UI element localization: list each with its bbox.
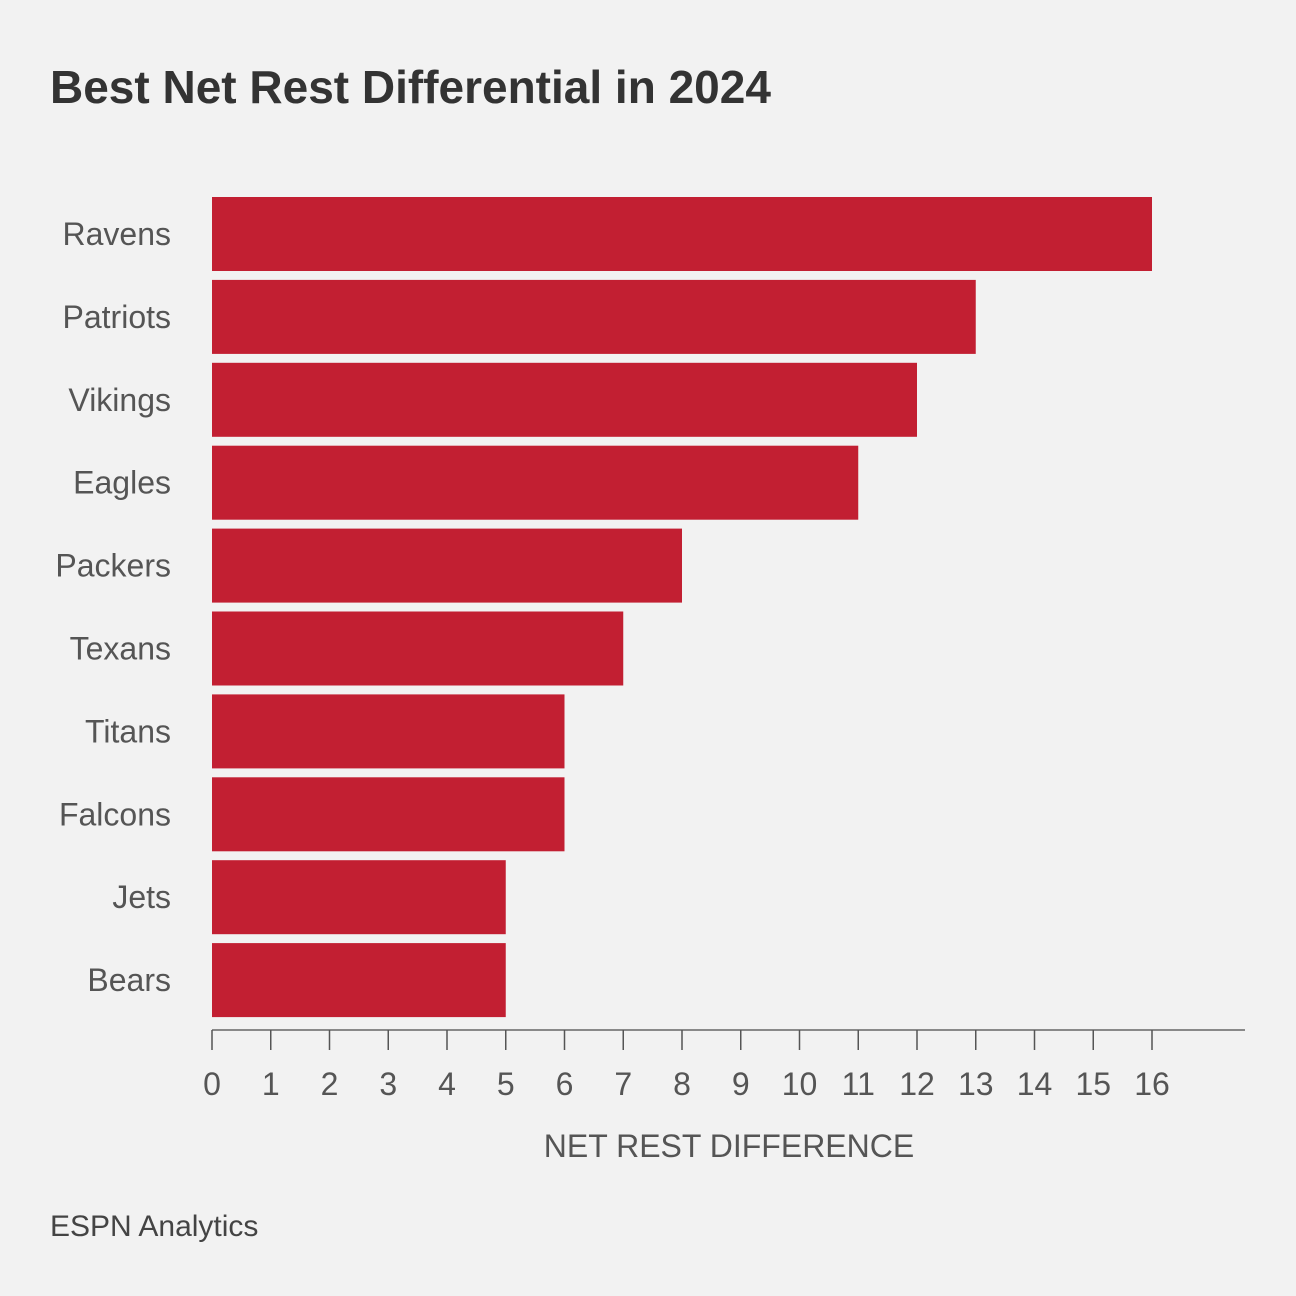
bar-titans <box>212 694 565 769</box>
category-label-eagles: Eagles <box>73 465 171 501</box>
category-label-packers: Packers <box>55 548 171 584</box>
bar-falcons <box>212 777 565 852</box>
bar-ravens <box>212 197 1152 271</box>
bar-vikings <box>212 362 917 437</box>
x-axis: 0 1 2 3 4 5 6 7 8 9 10 11 12 13 14 15 16 <box>203 1029 1245 1102</box>
bar-jets <box>212 860 506 935</box>
category-label-patriots: Patriots <box>63 299 171 335</box>
category-label-jets: Jets <box>112 879 171 915</box>
category-labels: Ravens Patriots Vikings Eagles Packers Texans… <box>55 216 171 998</box>
category-label-titans: Titans <box>85 713 171 749</box>
x-tick-label: 7 <box>614 1066 632 1102</box>
x-tick-label: 13 <box>958 1066 994 1102</box>
category-label-vikings: Vikings <box>68 382 171 418</box>
x-tick-label: 5 <box>497 1066 515 1102</box>
x-tick-label: 16 <box>1134 1066 1170 1102</box>
source-note: ESPN Analytics <box>50 1210 259 1243</box>
bar-patriots <box>212 279 976 354</box>
x-tick-label: 10 <box>782 1066 818 1102</box>
x-tick-label: 1 <box>262 1066 280 1102</box>
category-label-bears: Bears <box>87 962 171 998</box>
bar-bears <box>212 943 506 1018</box>
chart-title: Best Net Rest Differential in 2024 <box>50 61 771 113</box>
bar-texans <box>212 611 624 686</box>
x-tick-label: 4 <box>438 1066 456 1102</box>
x-tick-label: 3 <box>379 1066 397 1102</box>
x-axis-title: NET REST DIFFERENCE <box>544 1128 914 1164</box>
x-tick-label: 15 <box>1075 1066 1111 1102</box>
category-label-texans: Texans <box>70 631 171 667</box>
x-tick-label: 9 <box>732 1066 750 1102</box>
x-tick-label: 8 <box>673 1066 691 1102</box>
category-label-ravens: Ravens <box>63 216 172 252</box>
bar-eagles <box>212 445 859 520</box>
bar-packers <box>212 528 682 603</box>
bars-group <box>212 197 1152 1018</box>
x-tick-label: 12 <box>899 1066 935 1102</box>
x-tick-label: 0 <box>203 1066 221 1102</box>
x-tick-label: 11 <box>842 1066 875 1102</box>
x-tick-label: 6 <box>556 1066 574 1102</box>
x-tick-label: 14 <box>1017 1066 1053 1102</box>
x-tick-label: 2 <box>321 1066 339 1102</box>
category-label-falcons: Falcons <box>59 796 171 832</box>
